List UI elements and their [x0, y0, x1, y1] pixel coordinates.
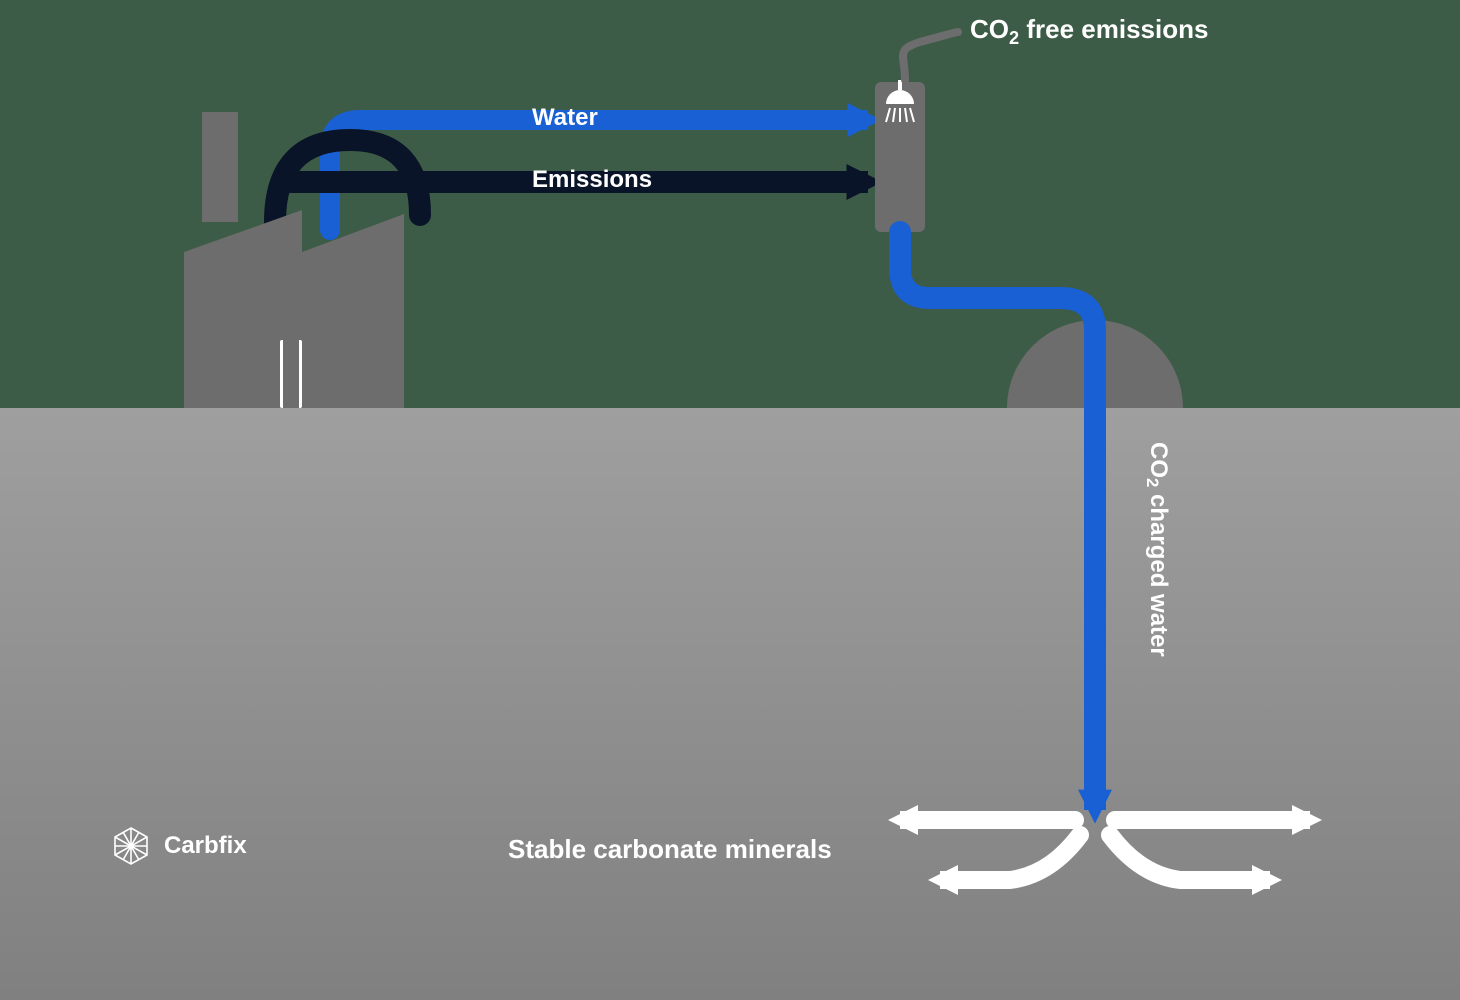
carbfix-logo-text: Carbfix [164, 832, 247, 860]
carbfix-logo: Carbfix [110, 825, 247, 867]
co2-charged-water-label: CO2 charged water [1142, 442, 1172, 657]
water-label: Water [532, 104, 598, 132]
emissions-label: Emissions [532, 166, 652, 194]
stable-minerals-label: Stable carbonate minerals [508, 834, 832, 865]
carbfix-logo-icon [110, 825, 152, 867]
co2-free-label: CO2 free emissions [970, 14, 1208, 49]
